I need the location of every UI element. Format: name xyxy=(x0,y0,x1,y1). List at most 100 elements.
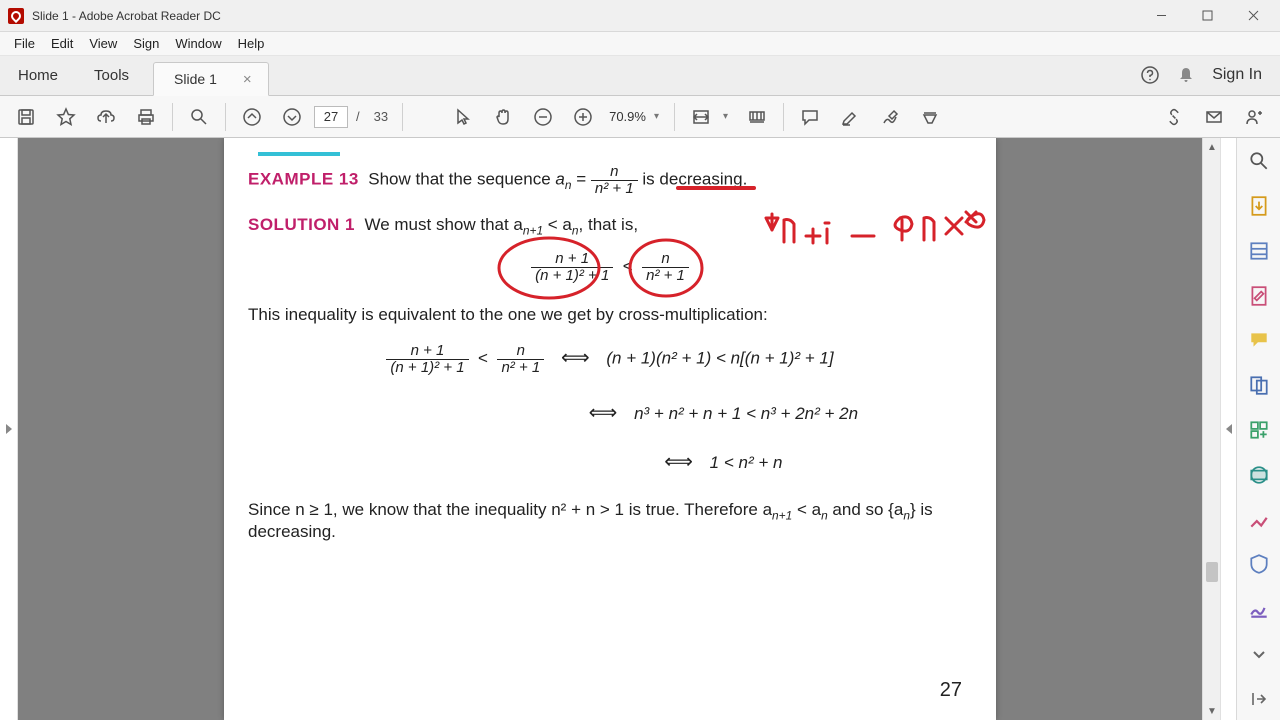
tab-close-icon[interactable]: × xyxy=(243,71,252,88)
menu-window[interactable]: Window xyxy=(167,34,229,53)
rail-search-icon[interactable] xyxy=(1247,150,1271,173)
star-icon[interactable] xyxy=(48,99,84,135)
iff1: ⟺ xyxy=(549,347,602,369)
example-label: EXAMPLE 13 xyxy=(248,170,359,189)
conc-s2: n xyxy=(821,508,828,522)
window-title: Slide 1 - Adobe Acrobat Reader DC xyxy=(32,9,221,23)
toolbar-sep xyxy=(402,103,403,131)
conc-a: Since n ≥ 1, we know that the inequality… xyxy=(248,500,772,519)
scroll-down-icon[interactable]: ▼ xyxy=(1203,702,1221,720)
tab-document[interactable]: Slide 1 × xyxy=(153,62,269,96)
frac-num: n xyxy=(591,164,638,180)
toolbar-sep xyxy=(783,103,784,131)
step1-l-frac: n + 1 (n + 1)² + 1 xyxy=(386,343,468,376)
help-icon[interactable] xyxy=(1140,65,1160,85)
stamp-icon[interactable] xyxy=(912,99,948,135)
equals: = xyxy=(576,170,591,189)
equiv-text: This inequality is equivalent to the one… xyxy=(248,305,972,325)
rail-fill-sign-icon[interactable] xyxy=(1247,598,1271,621)
read-mode-icon[interactable] xyxy=(739,99,775,135)
sol-sub1: n+1 xyxy=(523,223,543,237)
menu-file[interactable]: File xyxy=(6,34,43,53)
hand-icon[interactable] xyxy=(485,99,521,135)
step1-r-frac: n n² + 1 xyxy=(497,343,544,376)
zoom-out-icon[interactable] xyxy=(525,99,561,135)
rail-organize-icon[interactable] xyxy=(1247,419,1271,442)
upload-cloud-icon[interactable] xyxy=(88,99,124,135)
acrobat-icon xyxy=(8,8,24,24)
person-add-icon[interactable] xyxy=(1236,99,1272,135)
solution-text: We must show that a xyxy=(364,215,522,234)
sign-pen-icon[interactable] xyxy=(872,99,908,135)
seq-a-sub: n xyxy=(565,178,572,192)
rail-combine-icon[interactable] xyxy=(1247,374,1271,397)
tab-row: Home Tools Slide 1 × Sign In xyxy=(0,56,1280,96)
right-tools-rail xyxy=(1236,138,1280,720)
menu-edit[interactable]: Edit xyxy=(43,34,81,53)
page-down-icon[interactable] xyxy=(274,99,310,135)
ineq-l-num: n + 1 xyxy=(531,251,613,267)
toolbar-sep xyxy=(225,103,226,131)
sign-in-link[interactable]: Sign In xyxy=(1212,66,1262,84)
page-total: 33 xyxy=(370,109,394,124)
search-icon[interactable] xyxy=(181,99,217,135)
maximize-button[interactable] xyxy=(1184,0,1230,32)
rail-more-icon[interactable] xyxy=(1247,642,1271,665)
tab-document-label: Slide 1 xyxy=(174,71,217,87)
rail-comment-icon[interactable] xyxy=(1247,329,1271,352)
sol-mid: < a xyxy=(543,215,572,234)
menubar: File Edit View Sign Window Help xyxy=(0,32,1280,56)
toolbar: / 33 70.9% ▾ ▾ xyxy=(0,96,1280,138)
link-icon[interactable] xyxy=(1156,99,1192,135)
fit-width-icon[interactable] xyxy=(683,99,719,135)
cursor-icon[interactable] xyxy=(445,99,481,135)
ineq-l-den: (n + 1)² + 1 xyxy=(531,267,613,284)
solution-line: SOLUTION 1 We must show that an+1 < an, … xyxy=(248,215,972,237)
titlebar: Slide 1 - Adobe Acrobat Reader DC xyxy=(0,0,1280,32)
scroll-thumb[interactable] xyxy=(1206,562,1218,582)
step1: n + 1 (n + 1)² + 1 < n n² + 1 ⟺ (n + 1)(… xyxy=(248,343,972,376)
rail-collapse-icon[interactable] xyxy=(1247,687,1271,710)
zoom-in-icon[interactable] xyxy=(565,99,601,135)
conc-s3: n xyxy=(903,508,910,522)
iff3: ⟺ xyxy=(652,451,705,473)
highlight-icon[interactable] xyxy=(832,99,868,135)
rail-export-pdf-icon[interactable] xyxy=(1247,195,1271,218)
zoom-dropdown-icon[interactable]: ▾ xyxy=(654,111,666,122)
rail-compress-icon[interactable] xyxy=(1247,508,1271,531)
tab-home[interactable]: Home xyxy=(0,55,76,95)
ineq-r-num: n xyxy=(642,251,689,267)
menu-view[interactable]: View xyxy=(81,34,125,53)
page-up-icon[interactable] xyxy=(234,99,270,135)
close-button[interactable] xyxy=(1230,0,1276,32)
step2-right: n³ + n² + n + 1 < n³ + 2n² + 2n xyxy=(634,404,858,423)
main-area: EXAMPLE 13 Show that the sequence an = n… xyxy=(0,138,1280,720)
scroll-up-icon[interactable]: ▲ xyxy=(1203,138,1221,156)
vertical-scrollbar[interactable]: ▲ ▼ xyxy=(1202,138,1220,720)
page-number-input[interactable] xyxy=(314,106,348,128)
menu-help[interactable]: Help xyxy=(230,34,273,53)
tab-tools[interactable]: Tools xyxy=(76,55,147,95)
example-text-a: Show that the sequence xyxy=(368,170,555,189)
bell-icon[interactable] xyxy=(1176,65,1196,85)
mail-icon[interactable] xyxy=(1196,99,1232,135)
left-panel-handle[interactable] xyxy=(0,138,18,720)
example-line: EXAMPLE 13 Show that the sequence an = n… xyxy=(248,164,972,197)
rail-create-pdf-icon[interactable] xyxy=(1247,240,1271,263)
comment-icon[interactable] xyxy=(792,99,828,135)
fit-dropdown-icon[interactable]: ▾ xyxy=(723,111,735,122)
minimize-button[interactable] xyxy=(1138,0,1184,32)
solution-label: SOLUTION 1 xyxy=(248,215,355,234)
document-viewport[interactable]: EXAMPLE 13 Show that the sequence an = n… xyxy=(18,138,1202,720)
rail-edit-pdf-icon[interactable] xyxy=(1247,284,1271,307)
right-panel-handle[interactable] xyxy=(1220,138,1236,720)
save-icon[interactable] xyxy=(8,99,44,135)
ineq-lt: < xyxy=(623,257,633,276)
print-icon[interactable] xyxy=(128,99,164,135)
rail-protect-icon[interactable] xyxy=(1247,553,1271,576)
rail-redact-icon[interactable] xyxy=(1247,463,1271,486)
seq-a: a xyxy=(555,170,564,189)
pdf-page: EXAMPLE 13 Show that the sequence an = n… xyxy=(224,138,996,720)
menu-sign[interactable]: Sign xyxy=(125,34,167,53)
sol-sub2: n xyxy=(572,223,579,237)
